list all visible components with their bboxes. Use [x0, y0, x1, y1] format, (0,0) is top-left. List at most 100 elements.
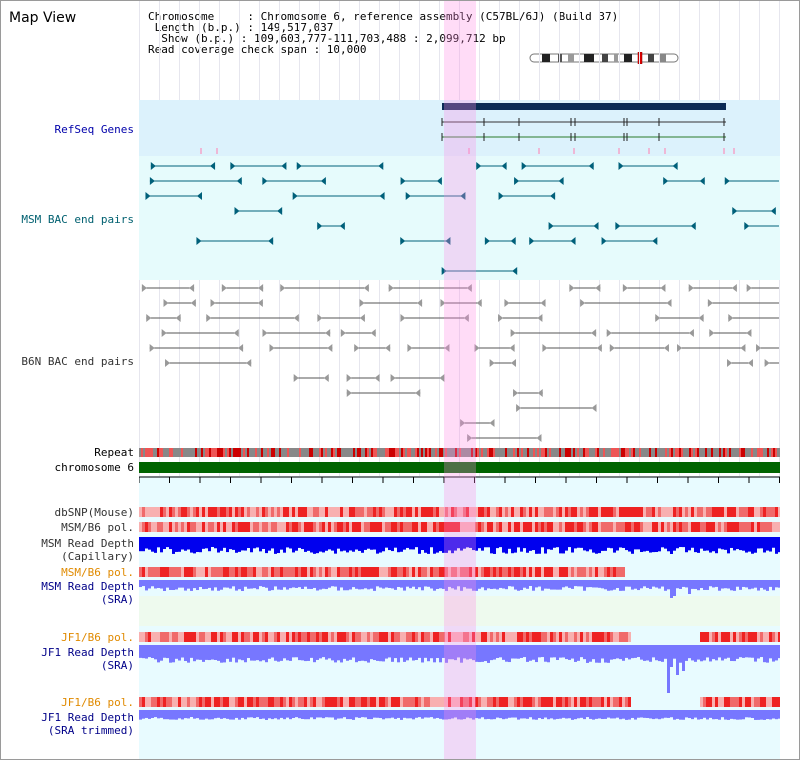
jf1-trimmed-depth-bar: [199, 710, 202, 720]
label-jf1-b6-pol-trimmed[interactable]: JF1/B6 pol.: [61, 696, 134, 709]
jf1-sra-depth-bar: [304, 645, 307, 662]
jf1-trimmed-depth-bar: [688, 710, 691, 719]
jf1-pol-trim-cell: [271, 697, 274, 707]
msm-pol-cell: [766, 522, 769, 532]
jf1-sra-depth-bar: [313, 645, 316, 663]
bac-end-marker: [269, 344, 275, 352]
msm-sra-depth-bar: [727, 580, 730, 589]
jf1-sra-depth-bar: [613, 645, 616, 660]
dbsnp-cell: [421, 507, 424, 517]
jf1-trimmed-depth-bar: [754, 710, 757, 720]
jf1-trimmed-depth-bar: [535, 710, 538, 720]
msm-capillary-depth-bar: [694, 537, 697, 553]
msm-capillary-depth-bar: [271, 537, 274, 549]
bac-end-marker: [210, 299, 216, 307]
msm-capillary-depth-bar: [535, 537, 538, 554]
jf1-trimmed-depth-bar: [703, 710, 706, 718]
jf1-sra-depth-bar: [325, 645, 328, 660]
repeat-block: [201, 448, 203, 457]
bac-end-marker: [591, 329, 597, 337]
msm-pol-cell: [346, 522, 349, 532]
dbsnp-cell: [139, 507, 142, 517]
msm-pol-sra-cell: [595, 567, 598, 577]
label-jf1-read-depth-sra-trimmed[interactable]: JF1 Read Depth (SRA trimmed): [41, 711, 134, 737]
repeat-block: [527, 448, 529, 457]
dbsnp-cell: [307, 507, 310, 517]
msm-pol-sra-cell: [460, 567, 463, 577]
jf1-pol-trim-cell: [775, 697, 778, 707]
dbsnp-cell: [217, 507, 220, 517]
dbsnp-cell: [718, 507, 721, 517]
bac-end-marker: [258, 284, 264, 292]
msm-pol-cell: [406, 522, 409, 532]
msm-sra-depth-bar: [157, 580, 160, 588]
msm-pol-cell: [427, 522, 430, 532]
label-repeat[interactable]: Repeat: [94, 446, 134, 459]
dbsnp-cell: [385, 507, 388, 517]
msm-capillary-depth-bar: [388, 537, 391, 551]
bac-end-marker: [489, 359, 495, 367]
jf1-trimmed-depth-bar: [316, 710, 319, 718]
dbsnp-cell: [559, 507, 562, 517]
jf1-trimmed-depth-bar: [586, 710, 589, 718]
bac-end-marker: [622, 284, 628, 292]
msm-pol-cell: [661, 522, 664, 532]
msm-sra-depth-bar: [250, 580, 253, 589]
msm-pol-cell: [730, 522, 733, 532]
dbsnp-cell: [355, 507, 358, 517]
msm-sra-depth-bar: [211, 580, 214, 591]
jf1-pol-trim-cell: [151, 697, 154, 707]
label-jf1-read-depth-sra[interactable]: JF1 Read Depth (SRA): [41, 646, 134, 672]
msm-capillary-depth-bar: [502, 537, 505, 553]
msm-pol-sra-cell: [592, 567, 595, 577]
repeat-block: [279, 448, 281, 457]
jf1-sra-depth-bar: [184, 645, 187, 662]
jf1-trimmed-depth-bar: [721, 710, 724, 718]
label-msm-b6-pol[interactable]: MSM/B6 pol.: [61, 521, 134, 534]
jf1-sra-depth-bar: [760, 645, 763, 658]
jf1-trimmed-depth-bar: [298, 710, 301, 719]
label-msm-read-depth-capillary[interactable]: MSM Read Depth (Capillary): [41, 537, 134, 563]
bac-end-marker: [609, 344, 615, 352]
jf1-trimmed-depth-bar: [373, 710, 376, 718]
jf1-pol-cell: [763, 632, 766, 642]
dbsnp-cell: [331, 507, 334, 517]
jf1-trimmed-depth-bar: [181, 710, 184, 720]
msm-sra-depth-bar: [184, 580, 187, 591]
msm-sra-depth-bar: [475, 580, 478, 591]
jf1-trimmed-depth-bar: [448, 710, 451, 720]
label-msm-bac-end-pairs[interactable]: MSM BAC end pairs: [21, 213, 134, 226]
msm-pol-cell: [580, 522, 583, 532]
jf1-sra-depth-bar: [430, 645, 433, 659]
bac-end-marker: [206, 314, 212, 322]
jf1-pol-cell: [619, 632, 622, 642]
bac-end-marker: [296, 162, 302, 170]
msm-pol-sra-cell: [202, 567, 205, 577]
jf1-trimmed-depth-bar: [487, 710, 490, 719]
msm-sra-depth-bar: [442, 580, 445, 589]
jf1-pol-trim-cell: [319, 697, 322, 707]
jf1-pol-cell: [610, 632, 613, 642]
msm-pol-cell: [340, 522, 343, 532]
jf1-trimmed-depth-bar: [322, 710, 325, 719]
label-refseq-genes[interactable]: RefSeq Genes: [54, 123, 134, 136]
label-msm-b6-pol-sra[interactable]: MSM/B6 pol.: [61, 566, 134, 579]
jf1-trimmed-depth-bar: [604, 710, 607, 719]
chromosome-ideogram[interactable]: [528, 52, 680, 64]
jf1-pol-cell: [172, 632, 175, 642]
msm-pol-sra-cell: [322, 567, 325, 577]
label-dbsnp[interactable]: dbSNP(Mouse): [54, 506, 134, 519]
label-jf1-b6-pol[interactable]: JF1/B6 pol.: [61, 631, 134, 644]
dbsnp-cell: [187, 507, 190, 517]
msm-pol-cell: [229, 522, 232, 532]
label-b6n-bac-end-pairs[interactable]: B6N BAC end pairs: [21, 355, 134, 368]
repeat-block: [757, 448, 759, 457]
jf1-pol-trim-cell: [214, 697, 217, 707]
msm-pol-cell: [316, 522, 319, 532]
msm-capillary-depth-bar: [733, 537, 736, 551]
dbsnp-cell: [154, 507, 157, 517]
label-msm-read-depth-sra[interactable]: MSM Read Depth (SRA): [41, 580, 134, 606]
msm-sra-depth-bar: [613, 580, 616, 590]
bac-end-marker: [510, 237, 516, 245]
